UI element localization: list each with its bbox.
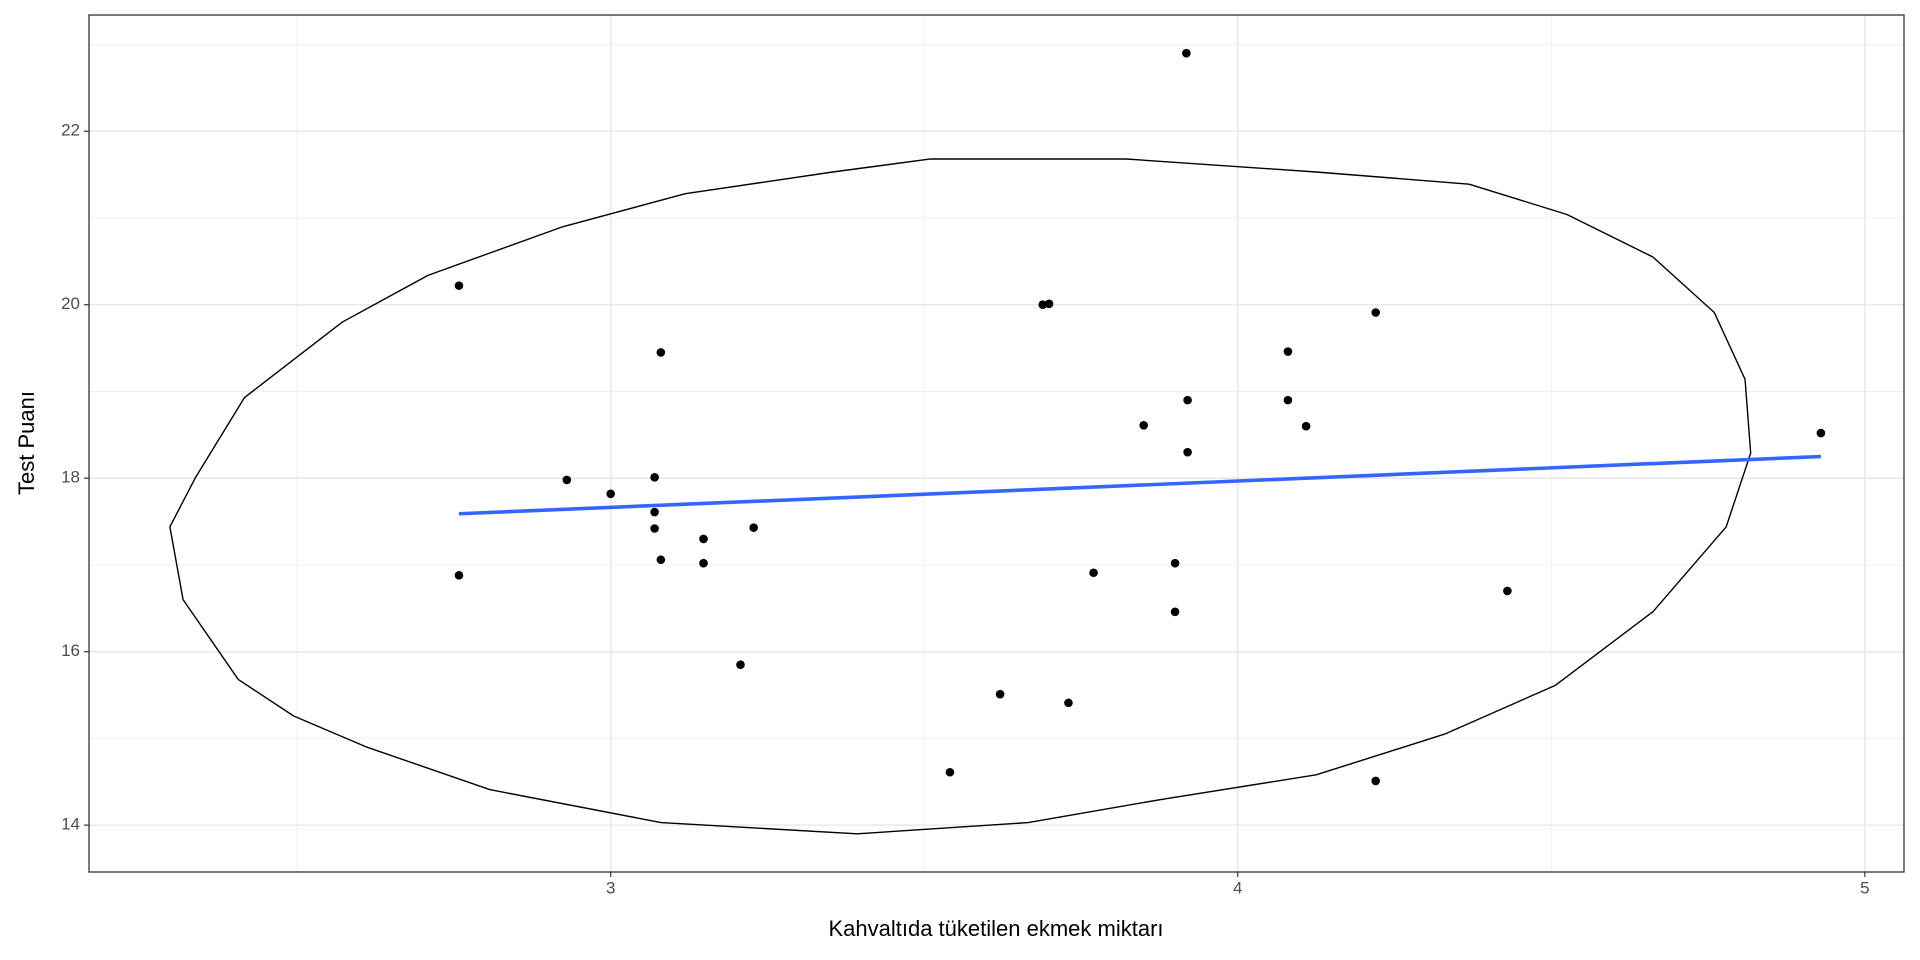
point	[1183, 447, 1192, 457]
point	[1170, 607, 1180, 617]
x-tick-label: 4	[1233, 878, 1242, 897]
y-tick-label: 20	[61, 294, 80, 313]
point	[454, 571, 464, 580]
y-tick-label: 18	[61, 468, 80, 487]
point	[945, 767, 955, 777]
x-tick-label: 3	[606, 878, 615, 897]
point	[562, 475, 572, 485]
point	[656, 555, 666, 565]
point	[699, 558, 708, 568]
plot-background	[89, 15, 1904, 872]
x-tick-label: 5	[1860, 878, 1869, 897]
point	[1816, 428, 1826, 438]
point	[749, 523, 758, 532]
y-tick-label: 22	[61, 121, 80, 140]
point	[1301, 421, 1311, 431]
point	[1170, 558, 1180, 568]
point	[1371, 308, 1381, 317]
point	[995, 689, 1005, 699]
x-axis-label: Kahvaltıda tüketilen ekmek miktarı	[828, 916, 1163, 941]
y-axis-label: Test Puanı	[14, 391, 39, 495]
point	[1064, 698, 1073, 708]
y-tick-label: 16	[61, 641, 80, 660]
plot-border	[88, 14, 1905, 873]
point	[1044, 299, 1054, 309]
point	[1503, 586, 1512, 596]
point	[1283, 347, 1293, 356]
point	[1283, 395, 1293, 405]
point	[1371, 776, 1381, 786]
point	[736, 660, 745, 669]
point	[650, 473, 659, 482]
y-tick-label: 14	[61, 815, 80, 834]
regression-line	[458, 454, 1821, 516]
point	[1183, 395, 1192, 405]
point	[650, 524, 659, 533]
ellipse	[169, 158, 1752, 835]
point	[699, 534, 708, 544]
point	[1182, 48, 1191, 58]
point	[606, 489, 616, 499]
point	[1038, 300, 1048, 310]
point	[1089, 568, 1098, 578]
point	[1139, 420, 1149, 430]
point	[454, 281, 464, 290]
point	[650, 507, 659, 517]
point	[656, 348, 666, 357]
